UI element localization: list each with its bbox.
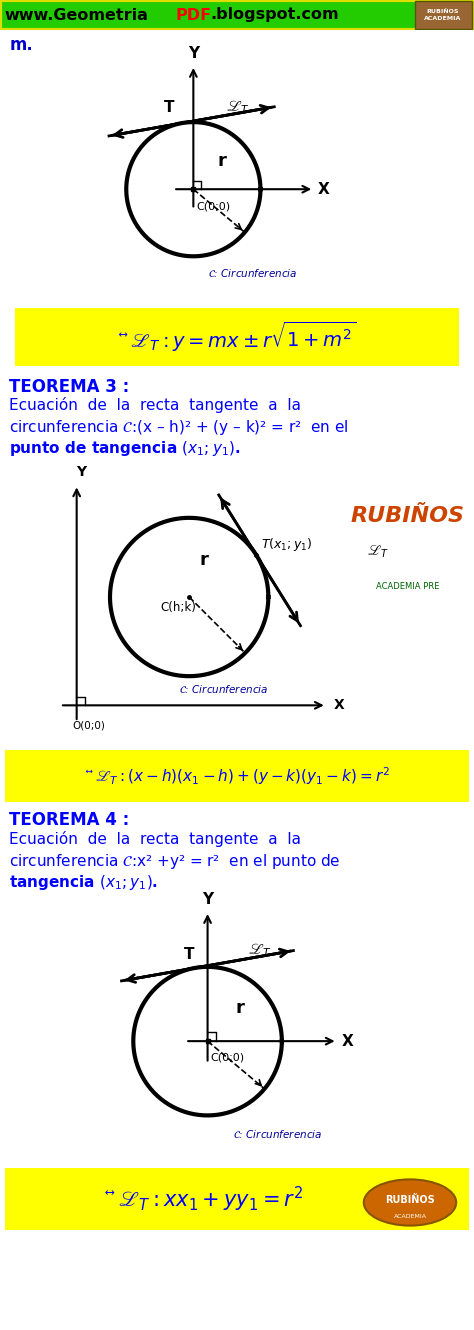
Text: C(0;0): C(0;0) [210, 1052, 245, 1063]
Text: X: X [342, 1033, 354, 1048]
Text: $\mathscr{L}_T$: $\mathscr{L}_T$ [367, 543, 389, 560]
Text: Y: Y [76, 464, 86, 479]
Text: $\overleftrightarrow{\mathscr{L}_T}:(x-h)(x_1-h)+(y-k)(y_1-k)=r^2$: $\overleftrightarrow{\mathscr{L}_T}:(x-h… [84, 765, 390, 787]
Text: $\overleftrightarrow{\mathscr{L}_T}: xx_1+yy_1=r^2$: $\overleftrightarrow{\mathscr{L}_T}: xx_… [105, 1185, 303, 1213]
Text: TEOREMA 4 :: TEOREMA 4 : [9, 811, 129, 829]
Text: punto de tangencia $(x_1;y_1)$.: punto de tangencia $(x_1;y_1)$. [9, 439, 240, 458]
Text: $\overleftrightarrow{\mathscr{L}_T}:y=mx\pm r\sqrt{1+m^2}$: $\overleftrightarrow{\mathscr{L}_T}:y=mx… [118, 321, 356, 354]
Text: X: X [333, 698, 344, 713]
Text: Y: Y [202, 891, 213, 907]
Text: r: r [236, 999, 245, 1017]
Text: r: r [199, 552, 208, 569]
Text: RUBIÑOS
ACADEMIA: RUBIÑOS ACADEMIA [424, 9, 462, 21]
Text: TEOREMA 3 :: TEOREMA 3 : [9, 378, 129, 396]
Text: .blogspot.com: .blogspot.com [210, 8, 338, 23]
Text: PDF: PDF [176, 8, 212, 23]
FancyBboxPatch shape [13, 306, 461, 368]
Text: ACADEMIA PRE: ACADEMIA PRE [376, 583, 440, 591]
Text: RUBIÑOS: RUBIÑOS [351, 507, 465, 527]
Text: circunferencia $\mathcal{C}$:(x – h)² + (y – k)² = r²  en el: circunferencia $\mathcal{C}$:(x – h)² + … [9, 418, 349, 438]
Text: $\mathcal{C}$: Circunferencia: $\mathcal{C}$: Circunferencia [179, 682, 268, 694]
Text: Ecuación  de  la  recta  tangente  a  la: Ecuación de la recta tangente a la [9, 396, 301, 414]
Text: Ecuación  de  la  recta  tangente  a  la: Ecuación de la recta tangente a la [9, 831, 301, 847]
Text: C(0;0): C(0;0) [197, 201, 231, 211]
FancyBboxPatch shape [3, 1166, 471, 1232]
Text: T: T [183, 947, 194, 962]
Text: C(h;k): C(h;k) [160, 601, 196, 614]
Text: O(0;0): O(0;0) [73, 721, 105, 730]
Bar [415, 1, 472, 29]
Text: $\mathcal{C}$: Circunferencia: $\mathcal{C}$: Circunferencia [233, 1128, 323, 1140]
Text: RUBIÑOS: RUBIÑOS [385, 1194, 435, 1205]
Text: $\mathscr{L}_T$: $\mathscr{L}_T$ [226, 98, 249, 116]
Text: www.Geometria: www.Geometria [4, 8, 148, 23]
Text: T: T [164, 100, 175, 116]
Circle shape [364, 1180, 456, 1226]
Text: $\mathscr{L}_T$: $\mathscr{L}_T$ [248, 942, 272, 959]
Text: r: r [217, 152, 226, 170]
Text: ACADEMIA: ACADEMIA [393, 1214, 427, 1218]
Text: circunferencia $\mathcal{C}$:x² +y² = r²  en el punto de: circunferencia $\mathcal{C}$:x² +y² = r²… [9, 853, 341, 871]
Text: X: X [318, 182, 330, 197]
FancyBboxPatch shape [4, 749, 470, 803]
Text: $\mathcal{C}$: Circunferencia: $\mathcal{C}$: Circunferencia [208, 267, 297, 279]
Text: m.: m. [9, 36, 33, 55]
Text: tangencia $(x_1;y_1)$.: tangencia $(x_1;y_1)$. [9, 872, 158, 892]
Text: Y: Y [188, 47, 199, 61]
Text: $T(x_1;y_1)$: $T(x_1;y_1)$ [261, 536, 313, 553]
